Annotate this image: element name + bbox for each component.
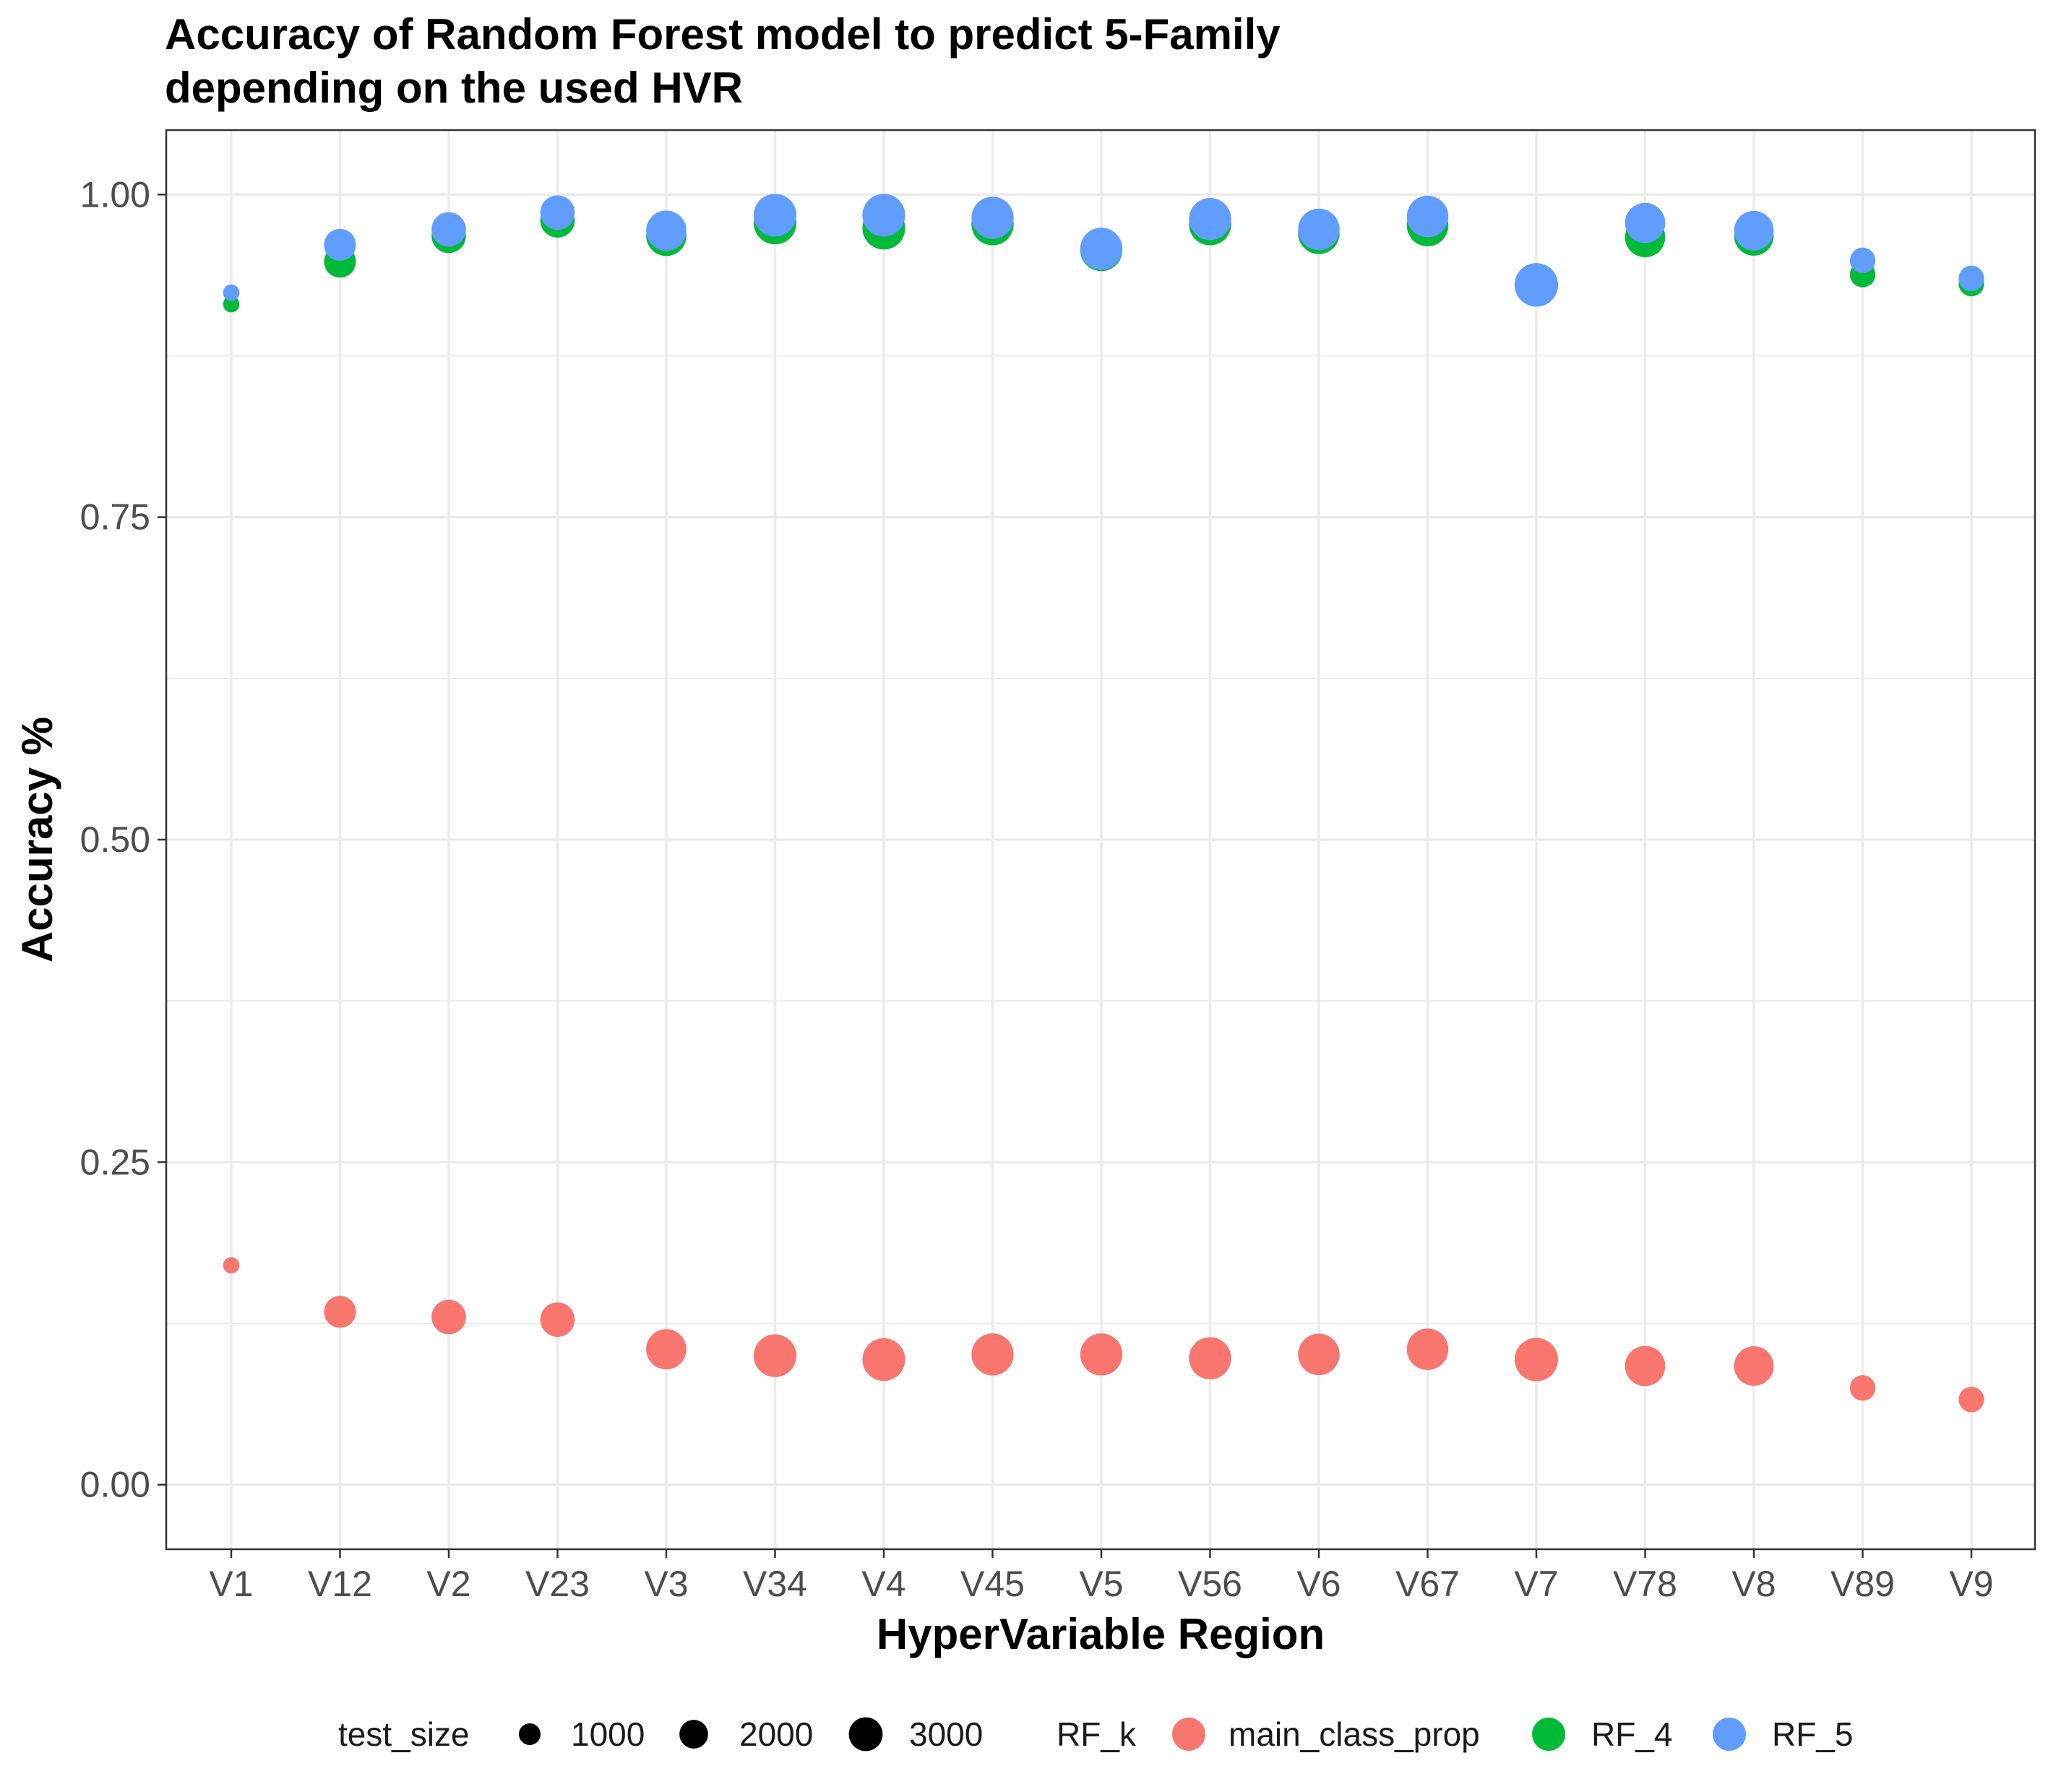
point-main_class_prop-V67 bbox=[1406, 1328, 1449, 1370]
legend-size-key-1000 bbox=[518, 1723, 541, 1746]
point-RF_5-V2 bbox=[431, 212, 466, 247]
y-tick-label: 1.00 bbox=[80, 174, 150, 215]
point-main_class_prop-V3 bbox=[646, 1329, 687, 1370]
x-tick-label: V1 bbox=[209, 1564, 253, 1604]
x-tick-label: V45 bbox=[960, 1564, 1025, 1604]
y-tick-label: 0.50 bbox=[80, 819, 150, 860]
legend-size-label: 1000 bbox=[571, 1715, 645, 1753]
x-tick-label: V78 bbox=[1613, 1564, 1677, 1604]
point-main_class_prop-V23 bbox=[540, 1302, 575, 1337]
y-tick-label: 0.25 bbox=[80, 1142, 150, 1182]
point-main_class_prop-V5 bbox=[1080, 1333, 1123, 1376]
point-main_class_prop-V2 bbox=[431, 1299, 466, 1335]
point-RF_5-V6 bbox=[1298, 208, 1340, 251]
x-tick-label: V2 bbox=[426, 1564, 470, 1604]
y-axis-title: Accuracy % bbox=[13, 717, 61, 962]
legend-color-title: RF_k bbox=[1057, 1715, 1137, 1753]
legend-color-label: main_class_prop bbox=[1229, 1715, 1480, 1753]
point-RF_5-V78 bbox=[1625, 202, 1666, 244]
y-tick-label: 0.00 bbox=[80, 1465, 150, 1505]
series-main_class_prop bbox=[223, 1257, 1984, 1413]
x-tick-label: V5 bbox=[1079, 1564, 1123, 1604]
point-main_class_prop-V45 bbox=[971, 1333, 1014, 1376]
point-RF_5-V5 bbox=[1080, 228, 1123, 270]
point-RF_5-V56 bbox=[1189, 198, 1231, 241]
point-RF_5-V45 bbox=[971, 197, 1014, 239]
point-RF_4-V1 bbox=[223, 296, 240, 313]
x-tick-label: V7 bbox=[1514, 1564, 1558, 1604]
point-main_class_prop-V89 bbox=[1849, 1375, 1876, 1401]
point-main_class_prop-V7 bbox=[1515, 1337, 1558, 1382]
x-tick-label: V12 bbox=[308, 1564, 372, 1604]
point-RF_5-V9 bbox=[1958, 265, 1984, 291]
y-axis: 0.00 0.25 0.50 0.75 1.00 bbox=[80, 174, 166, 1505]
x-tick-label: V34 bbox=[743, 1564, 807, 1604]
point-main_class_prop-V1 bbox=[223, 1257, 240, 1274]
point-main_class_prop-V8 bbox=[1734, 1346, 1774, 1386]
legend-size-key-2000 bbox=[679, 1720, 708, 1749]
point-main_class_prop-V9 bbox=[1958, 1387, 1984, 1413]
x-tick-label: V3 bbox=[644, 1564, 688, 1604]
x-tick-label: V56 bbox=[1178, 1564, 1242, 1604]
legend-size-label: 3000 bbox=[909, 1715, 983, 1753]
x-tick-label: V6 bbox=[1296, 1564, 1341, 1604]
point-RF_5-V8 bbox=[1734, 210, 1774, 251]
y-tick-label: 0.75 bbox=[80, 497, 150, 538]
point-RF_5-V67 bbox=[1406, 195, 1449, 238]
x-tick-label: V8 bbox=[1731, 1564, 1776, 1604]
legend-color-label: RF_4 bbox=[1591, 1715, 1672, 1753]
point-main_class_prop-V12 bbox=[324, 1296, 356, 1328]
legend-size-key-3000 bbox=[848, 1717, 883, 1752]
x-tick-label: V67 bbox=[1395, 1564, 1460, 1604]
point-RF_5-V89 bbox=[1849, 247, 1876, 273]
point-RF_5-V7 bbox=[1515, 263, 1558, 307]
point-RF_5-V4 bbox=[862, 194, 905, 237]
chart-title-line-2: depending on the used HVR bbox=[165, 64, 743, 112]
point-RF_5-V1 bbox=[223, 284, 240, 301]
legend-size-label: 2000 bbox=[739, 1715, 813, 1753]
x-tick-label: V4 bbox=[861, 1564, 905, 1604]
legend-color-label: RF_5 bbox=[1772, 1715, 1853, 1753]
point-RF_5-V23 bbox=[540, 195, 575, 231]
point-main_class_prop-V6 bbox=[1298, 1333, 1340, 1376]
legend: test_size 1000 2000 3000 RF_k main_class_prop… bbox=[338, 1715, 1853, 1753]
point-main_class_prop-V78 bbox=[1625, 1345, 1666, 1387]
data-points bbox=[223, 194, 1984, 1413]
legend-color-key-main_class_prop bbox=[1172, 1718, 1205, 1751]
chart-title-line-1: Accuracy of Random Forest model to predi… bbox=[165, 10, 1281, 59]
point-main_class_prop-V4 bbox=[862, 1337, 905, 1382]
point-RF_5-V3 bbox=[646, 210, 687, 251]
x-tick-label: V23 bbox=[525, 1564, 590, 1604]
x-axis-title: HyperVariable Region bbox=[877, 1610, 1325, 1658]
x-tick-label: V9 bbox=[1949, 1564, 1993, 1604]
x-axis: V1 V12 V2 V23 V3 V34 V4 V45 V5 V56 V6 V67 V7 V78 V8 V89… bbox=[209, 1549, 1994, 1604]
point-RF_5-V12 bbox=[324, 228, 356, 261]
point-main_class_prop-V34 bbox=[753, 1334, 797, 1377]
legend-size-title: test_size bbox=[338, 1715, 470, 1753]
point-main_class_prop-V56 bbox=[1189, 1337, 1231, 1379]
point-RF_5-V34 bbox=[753, 194, 797, 237]
legend-color-key-RF_5 bbox=[1713, 1718, 1746, 1751]
x-tick-label: V89 bbox=[1830, 1564, 1895, 1604]
series-RF_5 bbox=[223, 194, 1984, 307]
legend-color-key-RF_4 bbox=[1532, 1718, 1565, 1751]
